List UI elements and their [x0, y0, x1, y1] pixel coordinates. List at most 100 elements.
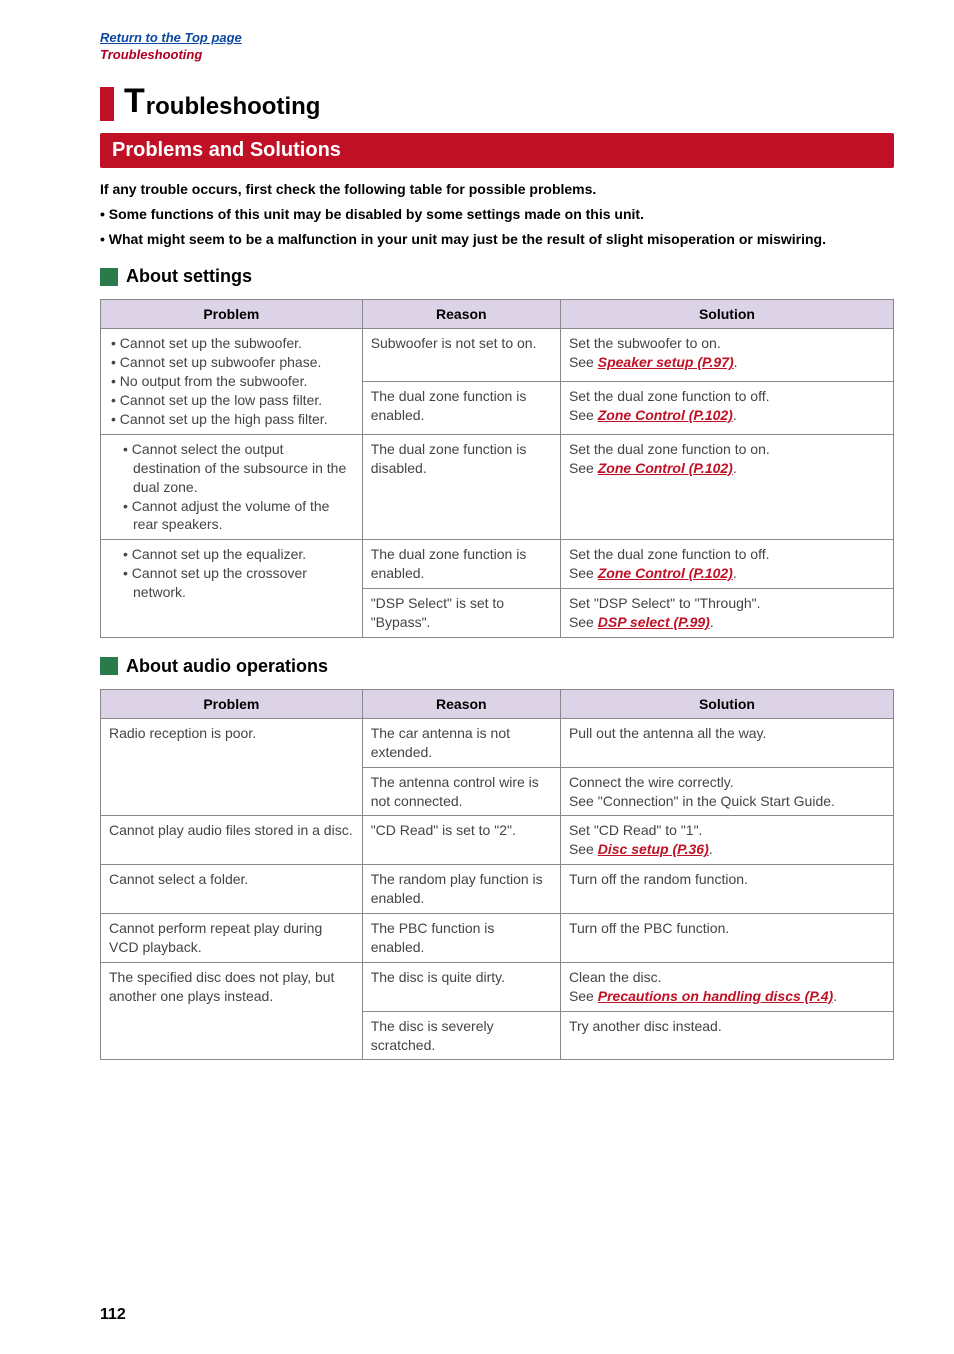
reason-cell: The random play function is enabled.	[362, 865, 560, 914]
problem-cell: Cannot perform repeat play during VCD pl…	[101, 914, 363, 963]
return-top-link[interactable]: Return to the Top page	[100, 30, 894, 47]
intro-bullet-1: • Some functions of this unit may be dis…	[100, 205, 894, 224]
reason-cell: The disc is severely scratched.	[362, 1011, 560, 1060]
solution-text: Set "CD Read" to "1".	[569, 822, 703, 838]
zone-control-link[interactable]: Zone Control (P.102)	[598, 565, 733, 581]
table-row: The specified disc does not play, but an…	[101, 962, 894, 1011]
problem-text: • Cannot set up the low pass filter.	[109, 391, 354, 410]
settings-table: Problem Reason Solution • Cannot set up …	[100, 299, 894, 637]
solution-text: Set the subwoofer to on.	[569, 335, 721, 351]
solution-prefix: See	[569, 988, 598, 1004]
zone-control-link[interactable]: Zone Control (P.102)	[598, 460, 733, 476]
problem-text: • Cannot set up the crossover network.	[109, 564, 354, 602]
problem-cell: Cannot select a folder.	[101, 865, 363, 914]
table-header-row: Problem Reason Solution	[101, 689, 894, 718]
solution-cell: Set the subwoofer to on. See Speaker set…	[560, 329, 893, 382]
col-solution-header: Solution	[560, 300, 893, 329]
sub-heading-row-1: About settings	[100, 266, 894, 287]
table-header-row: Problem Reason Solution	[101, 300, 894, 329]
solution-suffix: .	[733, 565, 737, 581]
reason-cell: The car antenna is not extended.	[362, 718, 560, 767]
title-first-letter: T	[124, 82, 145, 121]
solution-cell: Turn off the PBC function.	[560, 914, 893, 963]
solution-prefix: See	[569, 614, 598, 630]
reason-cell: The dual zone function is disabled.	[362, 434, 560, 539]
reason-cell: "DSP Select" is set to "Bypass".	[362, 589, 560, 638]
reason-cell: The dual zone function is enabled.	[362, 382, 560, 435]
solution-text: Set the dual zone function to on.	[569, 441, 770, 457]
solution-suffix: .	[733, 460, 737, 476]
solution-prefix: See	[569, 841, 598, 857]
breadcrumb: Troubleshooting	[100, 47, 894, 64]
sub-heading-1: About settings	[126, 266, 252, 287]
solution-prefix: See	[569, 460, 598, 476]
solution-cell: Connect the wire correctly. See "Connect…	[560, 767, 893, 816]
col-solution-header: Solution	[560, 689, 893, 718]
sub-heading-row-2: About audio operations	[100, 656, 894, 677]
intro-line: If any trouble occurs, first check the f…	[100, 180, 894, 199]
solution-cell: Try another disc instead.	[560, 1011, 893, 1060]
col-reason-header: Reason	[362, 300, 560, 329]
header-links: Return to the Top page Troubleshooting	[100, 30, 894, 64]
problem-text: • Cannot set up the equalizer.	[109, 545, 354, 564]
solution-cell: Clean the disc. See Precautions on handl…	[560, 962, 893, 1011]
solution-cell: Turn off the random function.	[560, 865, 893, 914]
problem-cell: The specified disc does not play, but an…	[101, 962, 363, 1060]
speaker-setup-link[interactable]: Speaker setup (P.97)	[598, 354, 734, 370]
page-number: 112	[100, 1306, 126, 1324]
solution-text: Connect the wire correctly.	[569, 774, 734, 790]
zone-control-link[interactable]: Zone Control (P.102)	[598, 407, 733, 423]
reason-cell: The dual zone function is enabled.	[362, 540, 560, 589]
solution-text: Clean the disc.	[569, 969, 662, 985]
problem-cell: Radio reception is poor.	[101, 718, 363, 816]
problem-text: • No output from the subwoofer.	[109, 372, 354, 391]
table-row: Cannot perform repeat play during VCD pl…	[101, 914, 894, 963]
solution-text: Set the dual zone function to off.	[569, 546, 770, 562]
page-title: T roubleshooting	[100, 82, 894, 121]
solution-suffix: .	[734, 354, 738, 370]
title-accent-bar	[100, 87, 114, 121]
problem-cell: • Cannot set up the equalizer. • Cannot …	[101, 540, 363, 638]
solution-text: Set "DSP Select" to "Through".	[569, 595, 761, 611]
problem-text: • Cannot set up the subwoofer.	[109, 334, 354, 353]
solution-cell: Set the dual zone function to off. See Z…	[560, 382, 893, 435]
solution-cell: Pull out the antenna all the way.	[560, 718, 893, 767]
col-problem-header: Problem	[101, 300, 363, 329]
solution-prefix: See	[569, 354, 598, 370]
intro-bullet-2: • What might seem to be a malfunction in…	[100, 230, 894, 249]
problem-cell: • Cannot set up the subwoofer. • Cannot …	[101, 329, 363, 434]
solution-suffix: .	[733, 407, 737, 423]
reason-cell: Subwoofer is not set to on.	[362, 329, 560, 382]
audio-table: Problem Reason Solution Radio reception …	[100, 689, 894, 1060]
table-row: • Cannot set up the equalizer. • Cannot …	[101, 540, 894, 589]
table-row: • Cannot set up the subwoofer. • Cannot …	[101, 329, 894, 382]
solution-cell: Set "DSP Select" to "Through". See DSP s…	[560, 589, 893, 638]
reason-cell: The PBC function is enabled.	[362, 914, 560, 963]
problem-text: • Cannot set up the high pass filter.	[109, 410, 354, 429]
sub-heading-2: About audio operations	[126, 656, 328, 677]
solution-text: See "Connection" in the Quick Start Guid…	[569, 793, 835, 809]
solution-cell: Set the dual zone function to off. See Z…	[560, 540, 893, 589]
col-reason-header: Reason	[362, 689, 560, 718]
disc-setup-link[interactable]: Disc setup (P.36)	[598, 841, 709, 857]
table-row: Cannot select a folder. The random play …	[101, 865, 894, 914]
problem-cell: Cannot play audio files stored in a disc…	[101, 816, 363, 865]
solution-suffix: .	[833, 988, 837, 1004]
reason-cell: The antenna control wire is not connecte…	[362, 767, 560, 816]
problem-cell: • Cannot select the output destination o…	[101, 434, 363, 539]
table-row: Cannot play audio files stored in a disc…	[101, 816, 894, 865]
table-row: • Cannot select the output destination o…	[101, 434, 894, 539]
solution-cell: Set "CD Read" to "1". See Disc setup (P.…	[560, 816, 893, 865]
green-block-icon	[100, 268, 118, 286]
dsp-select-link[interactable]: DSP select (P.99)	[598, 614, 710, 630]
title-rest: roubleshooting	[146, 93, 321, 121]
precautions-link[interactable]: Precautions on handling discs (P.4)	[598, 988, 833, 1004]
solution-suffix: .	[710, 614, 714, 630]
solution-text: Set the dual zone function to off.	[569, 388, 770, 404]
problem-text: • Cannot select the output destination o…	[109, 440, 354, 497]
col-problem-header: Problem	[101, 689, 363, 718]
table-row: Radio reception is poor. The car antenna…	[101, 718, 894, 767]
solution-prefix: See	[569, 407, 598, 423]
green-block-icon	[100, 657, 118, 675]
problem-text: • Cannot adjust the volume of the rear s…	[109, 497, 354, 535]
